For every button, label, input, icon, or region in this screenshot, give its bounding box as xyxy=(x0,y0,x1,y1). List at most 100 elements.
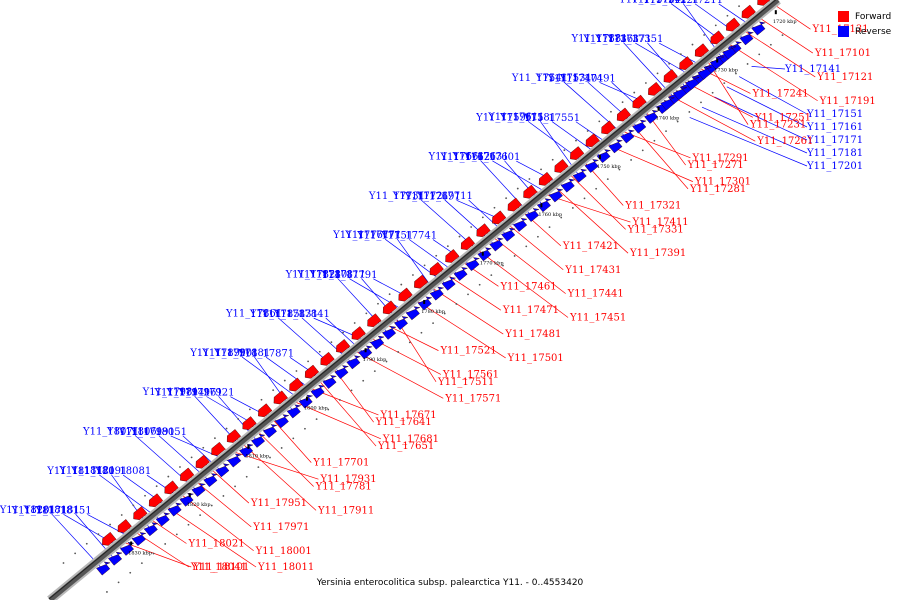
scale-tick-label: 1760 kbp xyxy=(538,212,562,218)
gene-label-forward: Y11_17281 xyxy=(689,184,746,195)
gene-label-reverse: Y11_17921 xyxy=(177,388,234,399)
gene-label-reverse: Y11_17871 xyxy=(237,348,294,359)
forward-gene-arrow xyxy=(507,197,522,212)
legend-label-forward: Forward xyxy=(855,11,892,22)
minor-feature-mark xyxy=(540,168,542,171)
minor-feature-mark xyxy=(155,485,158,488)
forward-gene-arrow xyxy=(523,184,538,199)
gene-label-forward: Y11_17331 xyxy=(627,224,684,235)
minor-feature-mark xyxy=(397,351,400,353)
reverse-gene-arrow xyxy=(644,109,659,124)
scale-tick-mark xyxy=(598,155,601,160)
forward-gene-arrow xyxy=(476,223,491,238)
minor-feature-mark xyxy=(688,111,691,113)
scale-tick-label: 1730 kbp xyxy=(714,67,738,73)
minor-feature-mark xyxy=(353,322,356,324)
forward-gene-arrow xyxy=(304,364,320,379)
forward-gene-arrow xyxy=(242,416,257,430)
minor-feature-mark xyxy=(537,235,539,238)
leader-line xyxy=(739,76,808,115)
minor-feature-mark xyxy=(723,82,726,85)
reverse-gene-arrow xyxy=(429,286,445,301)
forward-gene-arrow xyxy=(570,146,585,160)
gene-label-forward: Y11_17421 xyxy=(562,241,619,252)
gene-label-forward: Y11_17501 xyxy=(507,353,564,364)
gene-label-reverse: Y11_18081 xyxy=(94,466,151,477)
scale-tick-mark xyxy=(423,299,426,304)
leader-line xyxy=(751,66,786,70)
minor-feature-mark xyxy=(132,504,135,507)
minor-feature-mark xyxy=(656,72,659,75)
minor-feature-mark xyxy=(342,331,344,334)
gene-label-reverse: Y11_17711 xyxy=(416,191,473,202)
minor-feature-mark xyxy=(525,245,528,248)
gene-label-forward: Y11_17451 xyxy=(569,312,626,323)
gene-label-reverse: Y11_18061 xyxy=(106,427,163,438)
legend-item-reverse: Reverse xyxy=(838,24,891,39)
forward-gene-arrow xyxy=(429,261,444,276)
minor-feature-mark xyxy=(400,283,403,286)
scale-tick-label: 1740 kbp xyxy=(656,116,680,122)
minor-feature-mark xyxy=(676,120,679,123)
forward-gene-arrow xyxy=(258,403,273,418)
minor-feature-mark xyxy=(481,216,484,219)
reverse-gene-arrow xyxy=(262,424,278,438)
minor-feature-mark xyxy=(435,254,438,257)
gene-label-forward: Y11_17481 xyxy=(504,329,561,340)
gene-label-reverse: Y11_17851 xyxy=(249,309,306,320)
gene-label-reverse: Y11_17201 xyxy=(806,161,863,172)
minor-feature-mark xyxy=(152,552,155,555)
reverse-gene-arrow xyxy=(560,178,576,193)
gene-label-reverse: Y11_17981 xyxy=(142,387,199,398)
reverse-gene-arrow xyxy=(334,365,350,380)
gene-label-reverse: Y11_18201 xyxy=(0,505,56,516)
minor-feature-mark xyxy=(595,187,598,190)
reverse-gene-arrow xyxy=(501,227,516,242)
minor-feature-mark xyxy=(563,149,566,152)
gene-label-reverse: Y11_17211 xyxy=(666,0,723,6)
minor-feature-mark xyxy=(668,62,671,65)
minor-feature-mark xyxy=(388,293,391,296)
gene-label-forward: Y11_17231 xyxy=(749,120,806,131)
scale-tick-label: 1770 kbp xyxy=(480,260,504,266)
minor-feature-mark xyxy=(269,456,271,459)
gene-label-forward: Y11_17261 xyxy=(756,136,813,147)
minor-feature-mark xyxy=(700,101,702,104)
gene-label-reverse: Y11_17531 xyxy=(535,73,592,84)
scale-ticks: 1720 kbp 1730 kbp 1740 kbp 1750 kbp 1760 kbp… xyxy=(128,10,797,556)
minor-feature-mark xyxy=(420,331,423,334)
minor-feature-mark xyxy=(140,562,143,565)
minor-feature-mark xyxy=(516,187,519,190)
minor-feature-mark xyxy=(295,370,298,372)
gene-label-reverse: Y11_17901 xyxy=(201,348,258,359)
reverse-gene-arrow xyxy=(465,257,481,272)
minor-feature-mark xyxy=(458,235,461,238)
minor-feature-mark xyxy=(691,43,694,46)
reverse-gene-arrow xyxy=(191,483,207,497)
gene-label-forward: Y11_17291 xyxy=(691,153,748,164)
gene-label-reverse: Y11_17591 xyxy=(475,112,532,123)
minor-feature-mark xyxy=(167,475,170,478)
forward-gene-arrow xyxy=(616,107,632,122)
minor-feature-mark xyxy=(606,178,609,181)
gene-label-reverse: Y11_18171 xyxy=(11,505,68,516)
leader-line xyxy=(230,396,285,426)
minor-feature-mark xyxy=(318,350,321,353)
minor-feature-mark xyxy=(304,427,306,430)
gene-label-reverse: Y11_17941 xyxy=(153,387,210,398)
minor-feature-mark xyxy=(726,14,729,17)
minor-feature-mark xyxy=(350,389,353,392)
gene-label-forward: Y11_17191 xyxy=(819,96,876,107)
gene-label-forward: Y11_17271 xyxy=(687,160,744,171)
minor-feature-mark xyxy=(210,504,213,507)
gene-label-reverse: Y11_18091 xyxy=(70,466,127,477)
scale-tick-mark xyxy=(130,541,133,546)
leader-line xyxy=(726,86,808,128)
minor-feature-mark xyxy=(703,34,706,36)
scale-tick-mark xyxy=(716,58,719,63)
gene-label-forward: Y11_17441 xyxy=(567,289,624,300)
leader-line xyxy=(325,317,368,357)
minor-feature-mark xyxy=(187,523,190,526)
reverse-gene-arrow xyxy=(155,512,171,527)
minor-feature-mark xyxy=(478,283,481,286)
